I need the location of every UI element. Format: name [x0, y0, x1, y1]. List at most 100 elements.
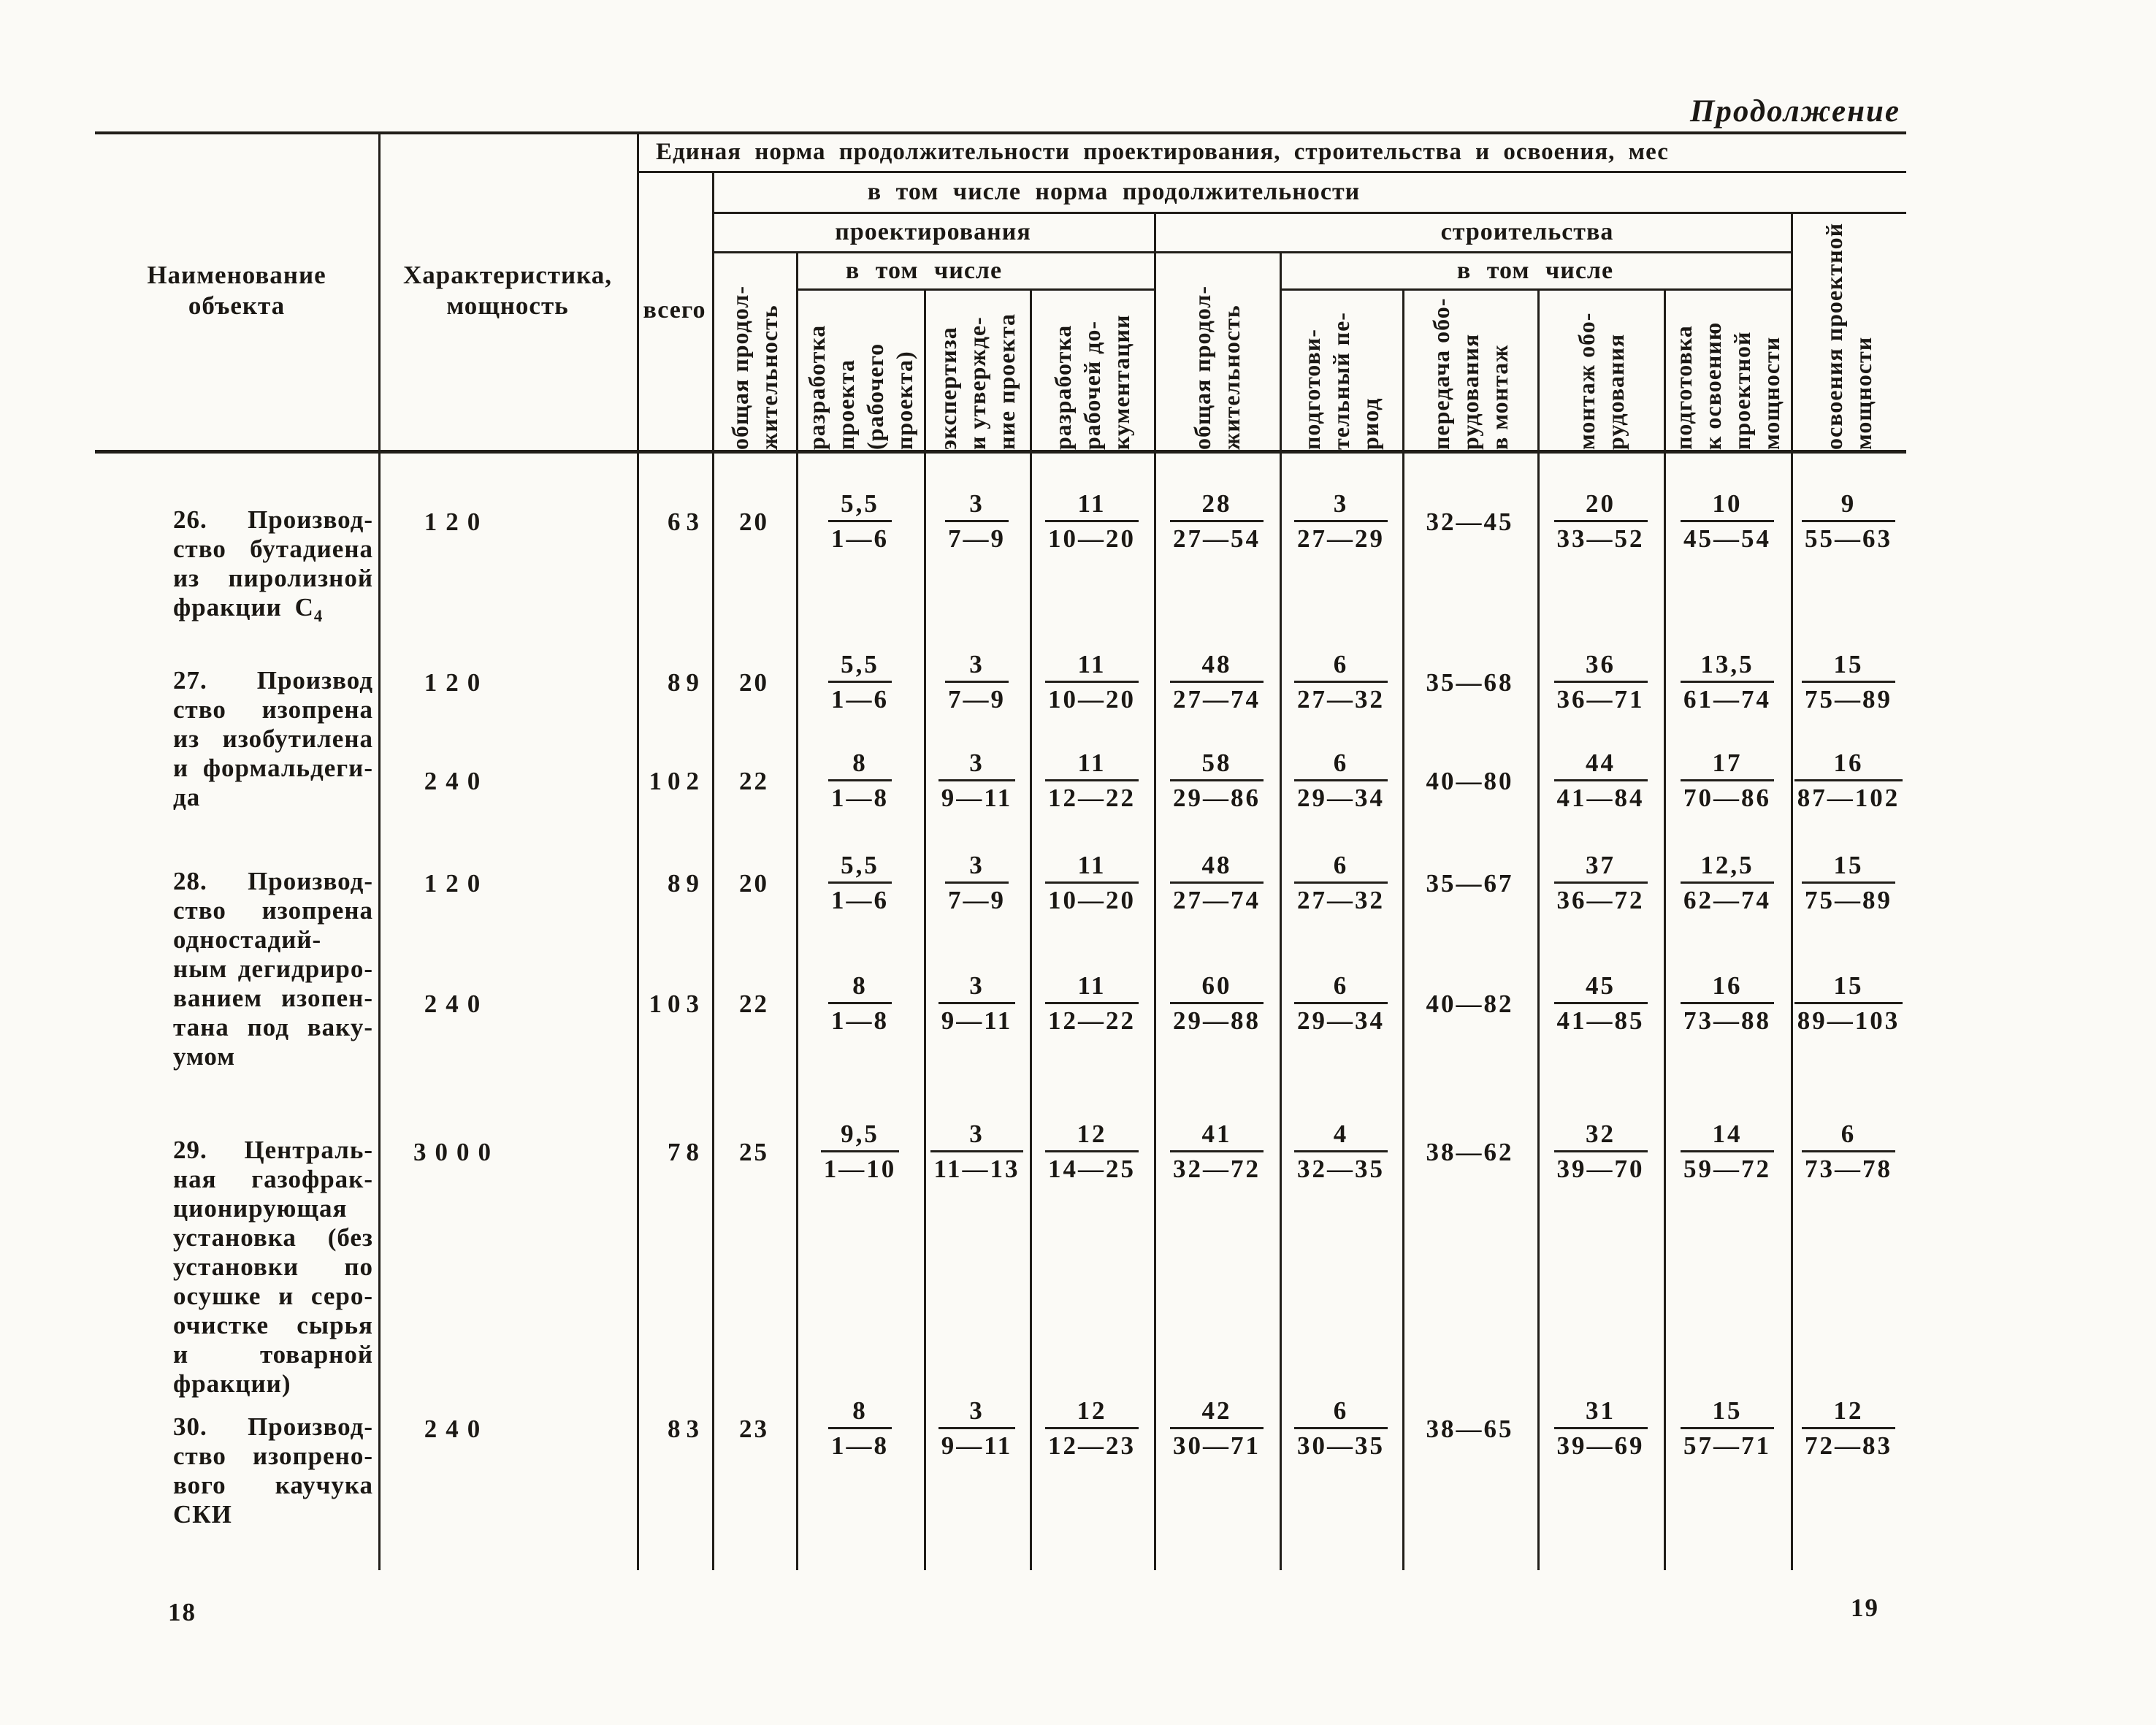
cell-stage-duration: 11 10—20	[1030, 851, 1154, 917]
cell-stage-duration: 5,5 1—6	[796, 650, 924, 716]
cell-stage-duration: 9 55—63	[1791, 489, 1906, 556]
cell-capacity: 3000	[413, 1138, 500, 1166]
header-capacity-development: освоения проектной мощности	[1821, 222, 1876, 450]
cell-stage-duration: 15 75—89	[1791, 851, 1906, 917]
cell-design-duration: 22	[739, 767, 769, 795]
cell-stage-duration: 36 36—71	[1537, 650, 1664, 716]
header-equipment-installation: монтаж обо- рудования	[1572, 312, 1629, 450]
cell-stage-duration: 13,5 61—74	[1664, 650, 1791, 716]
cell-stage-duration: 6 27—32	[1280, 851, 1402, 917]
cell-design-duration: 20	[739, 508, 769, 536]
cell-stage-duration: 11 12—22	[1030, 971, 1154, 1038]
cell-stage-duration: 6 29—34	[1280, 971, 1402, 1038]
header-characteristic: Характеристика, мощность	[402, 261, 613, 320]
cell-stage-duration: 32 39—70	[1537, 1120, 1664, 1186]
cell-stage-duration: 4 32—35	[1280, 1120, 1402, 1186]
cell-stage-duration: 6 73—78	[1791, 1120, 1906, 1186]
cell-stage-duration: 44 41—84	[1537, 749, 1664, 815]
cell-stage-duration: 8 1—8	[796, 1396, 924, 1463]
cell-total: 89	[668, 668, 705, 697]
cell-stage-duration: 58 29—86	[1154, 749, 1280, 815]
cell-stage-duration: 11 10—20	[1030, 489, 1154, 556]
cell-stage-duration: 45 41—85	[1537, 971, 1664, 1038]
continuation-label: Продолжение	[1689, 94, 1900, 129]
cell-stage-duration: 14 59—72	[1664, 1120, 1791, 1186]
cell-stage-duration: 8 1—8	[796, 971, 924, 1038]
cell-stage-duration: 31 39—69	[1537, 1396, 1664, 1463]
cell-stage-duration: 6 30—35	[1280, 1396, 1402, 1463]
header-project-development: разработка проекта (рабочего проекта)	[803, 324, 917, 450]
cell-capacity: 120	[424, 869, 489, 898]
header-capacity-preparation: подготовка к освоению проектной мощности	[1670, 321, 1784, 450]
cell-stage-duration: 6 29—34	[1280, 749, 1402, 815]
cell-stage-duration: 17 70—86	[1664, 749, 1791, 815]
cell-stage-duration: 3 7—9	[924, 650, 1030, 716]
cell-stage-duration: 12 14—25	[1030, 1120, 1154, 1186]
cell-design-duration: 23	[739, 1415, 769, 1443]
header-design-group: проектирования	[835, 218, 1031, 245]
cell-stage-duration: 28 27—54	[1154, 489, 1280, 556]
cell-stage-range: 38—65	[1426, 1415, 1514, 1443]
cell-stage-range: 35—68	[1426, 668, 1514, 697]
cell-stage-duration: 12 12—23	[1030, 1396, 1154, 1463]
cell-stage-range: 40—80	[1426, 767, 1514, 795]
cell-capacity: 240	[424, 767, 489, 795]
header-including-design: в том числе	[845, 256, 1003, 284]
cell-stage-duration: 3 7—9	[924, 489, 1030, 556]
object-name: 27. Производ ство изопрена из изобутилена и фор…	[173, 666, 373, 811]
cell-stage-range: 32—45	[1426, 508, 1514, 536]
object-name: 30. Производ-ство изопрено-вого каучука СКИ	[173, 1412, 373, 1529]
cell-stage-duration: 48 27—74	[1154, 851, 1280, 917]
object-name: 28. Производ-ство изопрена одностадий-ным де…	[173, 867, 373, 1071]
header-unified-norm: Единая норма продолжительности проектиро…	[656, 139, 1669, 165]
cell-stage-duration: 10 45—54	[1664, 489, 1791, 556]
header-preparatory-period: подготови- тельный пе- риод	[1299, 312, 1383, 450]
cell-total: 103	[649, 990, 705, 1018]
cell-design-duration: 20	[739, 668, 769, 697]
cell-stage-duration: 60 29—88	[1154, 971, 1280, 1038]
cell-stage-duration: 12 72—83	[1791, 1396, 1906, 1463]
cell-stage-duration: 12,5 62—74	[1664, 851, 1791, 917]
cell-total: 78	[668, 1138, 705, 1166]
header-construction-group: строительства	[1440, 218, 1614, 245]
object-name: 29. Централь-ная газофрак-ционирующая устан…	[173, 1136, 373, 1398]
cell-design-duration: 25	[739, 1138, 769, 1166]
cell-total: 102	[649, 767, 705, 795]
header-including-construction: в том числе	[1456, 256, 1614, 284]
header-total: всего	[643, 297, 706, 324]
cell-stage-duration: 16 87—102	[1791, 749, 1906, 815]
cell-stage-range: 35—67	[1426, 869, 1514, 898]
cell-stage-duration: 16 73—88	[1664, 971, 1791, 1038]
cell-stage-duration: 37 36—72	[1537, 851, 1664, 917]
cell-stage-duration: 3 7—9	[924, 851, 1030, 917]
cell-stage-duration: 5,5 1—6	[796, 489, 924, 556]
cell-stage-duration: 41 32—72	[1154, 1120, 1280, 1186]
cell-design-duration: 20	[739, 869, 769, 898]
cell-design-duration: 22	[739, 990, 769, 1018]
header-object-name: Наименование объекта	[147, 261, 326, 320]
cell-capacity: 240	[424, 1415, 489, 1443]
cell-total: 83	[668, 1415, 705, 1443]
page-number-right: 19	[1851, 1594, 1879, 1622]
cell-stage-duration: 3 27—29	[1280, 489, 1402, 556]
header-working-documentation: разработка рабочей до- кументации	[1050, 314, 1134, 450]
cell-total: 89	[668, 869, 705, 898]
cell-stage-duration: 3 11—13	[924, 1120, 1030, 1186]
cell-stage-range: 40—82	[1426, 990, 1514, 1018]
cell-stage-duration: 8 1—8	[796, 749, 924, 815]
cell-stage-range: 38—62	[1426, 1138, 1514, 1166]
page-number-left: 18	[168, 1598, 196, 1626]
header-including-norm: в том числе норма продолжительности	[867, 178, 1361, 205]
cell-stage-duration: 15 75—89	[1791, 650, 1906, 716]
cell-stage-duration: 48 27—74	[1154, 650, 1280, 716]
cell-stage-duration: 15 89—103	[1791, 971, 1906, 1038]
header-design-overall-duration: общая продол- жительность	[726, 285, 782, 450]
cell-stage-duration: 11 12—22	[1030, 749, 1154, 815]
cell-stage-duration: 9,5 1—10	[796, 1120, 924, 1186]
cell-stage-duration: 11 10—20	[1030, 650, 1154, 716]
cell-stage-duration: 3 9—11	[924, 749, 1030, 815]
header-equipment-transfer: передача обо- рудования в монтаж	[1427, 297, 1513, 450]
cell-stage-duration: 15 57—71	[1664, 1396, 1791, 1463]
object-name: 26. Производ-ство бутадиена из пиролизной фра…	[173, 505, 373, 625]
